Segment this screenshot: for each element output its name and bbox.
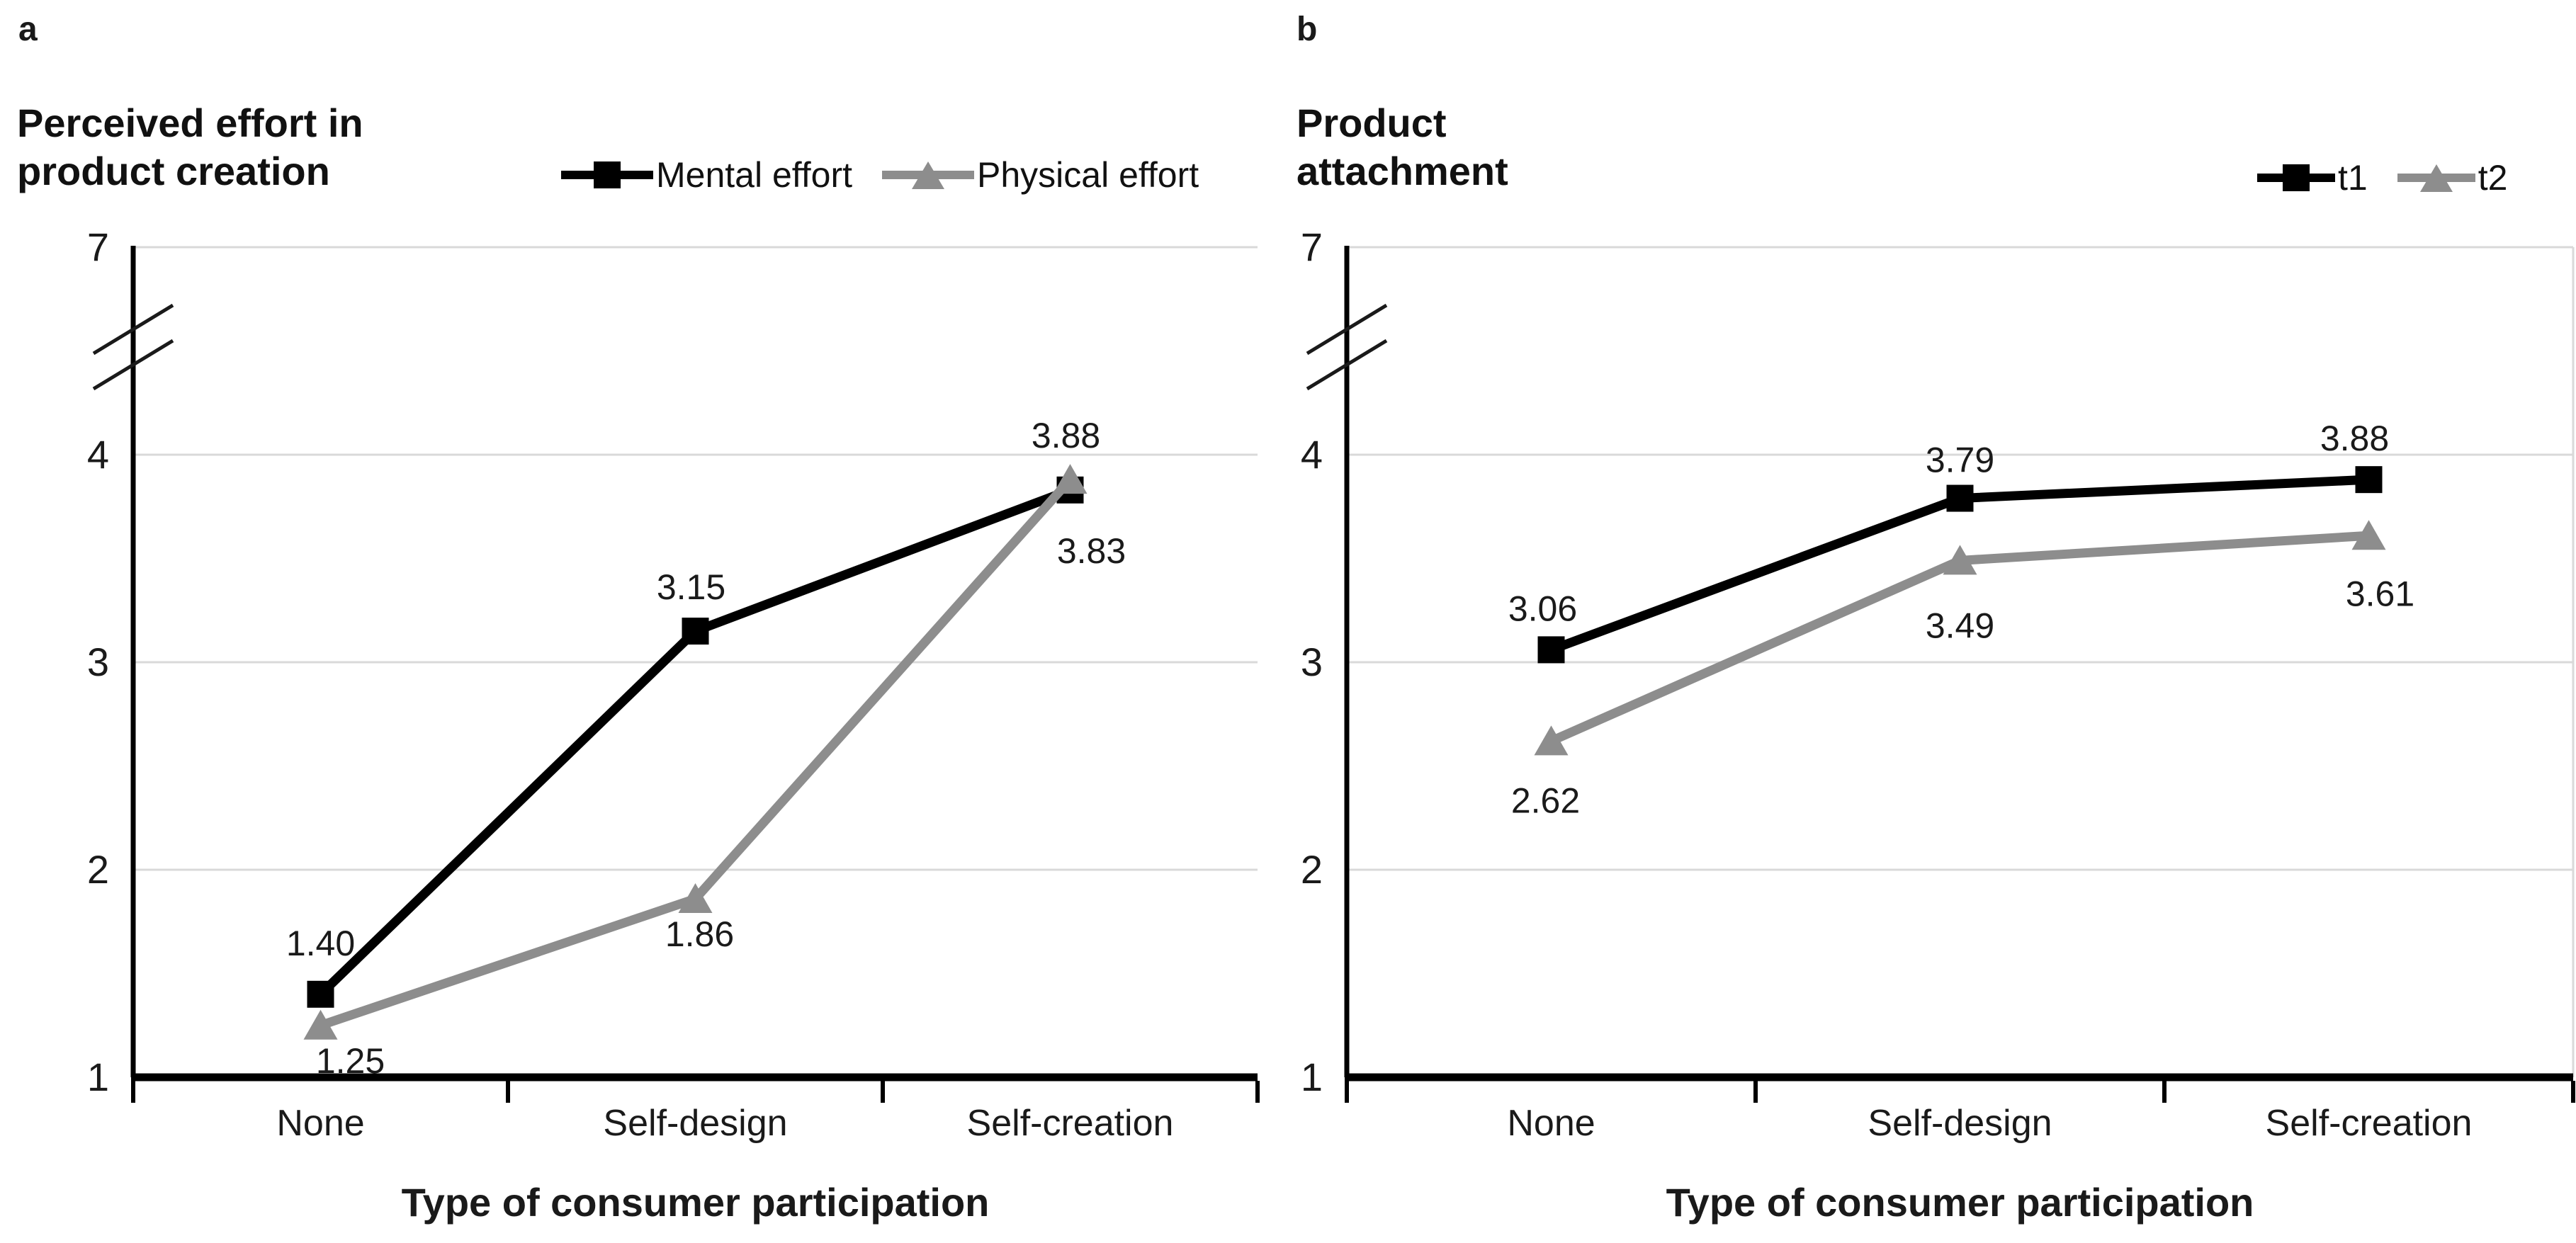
data-point-label: 3.88	[1032, 416, 1100, 455]
axis-break-mark	[1306, 303, 1388, 356]
y-tick-label-7: 7	[1301, 225, 1323, 269]
y-tick-label-4: 4	[1301, 432, 1323, 477]
panel-b-chart: 1 2 3 4 7 None Self-design Self-creation Type of…	[1301, 225, 2575, 1225]
data-point-label: 3.49	[1926, 606, 1994, 645]
data-point-marker-triangle	[1053, 464, 1088, 494]
panel-a-legend: Mental effort Physical effort	[561, 154, 1199, 195]
x-axis-title: Type of consumer participation	[1666, 1180, 2254, 1225]
y-tick-label-4: 4	[87, 432, 109, 477]
panel-a-y-axis-title: Perceived effort in product creation	[17, 99, 363, 195]
panel-b-y-axis-title-line1: Product	[1297, 101, 1447, 145]
data-point-marker-triangle	[2351, 520, 2386, 550]
y-tick-label-3: 3	[1301, 640, 1323, 684]
y-tick-label-7: 7	[87, 225, 109, 269]
y-tick-label-1: 1	[87, 1055, 109, 1099]
x-tick-label-none: None	[1507, 1103, 1595, 1144]
data-point-label: 3.06	[1508, 589, 1577, 628]
data-point-label: 1.86	[665, 914, 734, 954]
axis-break-mark	[92, 339, 174, 391]
series-t1: 3.06 3.79 3.88	[1508, 419, 2389, 664]
data-point-marker-square	[1537, 636, 1565, 664]
panel-a-chart: 1 2 3 4 7 None Self-design Self-creation Type of…	[87, 225, 1260, 1225]
legend-item-t1: t1	[2257, 157, 2368, 198]
data-point-marker-triangle	[1534, 725, 1569, 756]
axis-break-mark	[92, 303, 174, 356]
data-point-label: 3.15	[657, 567, 725, 607]
x-tick-label-self-creation: Self-creation	[967, 1103, 1174, 1144]
x-tick-label-none: None	[276, 1103, 364, 1144]
legend-item-physical-effort: Physical effort	[882, 154, 1199, 195]
physical-effort-legend-marker-icon	[882, 161, 975, 189]
panel-b-y-axis-title-line2: attachment	[1297, 149, 1508, 193]
series-physical-effort: 1.25 1.86 3.88	[303, 416, 1100, 1081]
panel-a-y-axis-title-line2: product creation	[17, 149, 330, 193]
t1-legend-marker-icon	[2257, 164, 2335, 191]
series-mental-effort: 1.40 3.15 3.83	[286, 476, 1126, 1008]
data-point-label: 3.88	[2320, 419, 2389, 458]
data-point-marker-square	[307, 980, 334, 1008]
t2-legend-marker-icon	[2397, 164, 2475, 192]
panel-a-y-axis-title-line1: Perceived effort in	[17, 101, 363, 145]
legend-label-t2: t2	[2478, 158, 2508, 198]
data-point-marker-square	[2355, 466, 2383, 494]
x-tick-label-self-design: Self-design	[603, 1103, 787, 1144]
panel-b-legend: t1 t2	[2257, 157, 2507, 198]
y-tick-label-2: 2	[87, 847, 109, 892]
data-point-marker-triangle	[1943, 545, 1977, 575]
panel-b-letter: b	[1297, 11, 1318, 48]
data-point-marker-square	[682, 618, 709, 645]
mental-effort-legend-marker-icon	[561, 161, 653, 188]
data-point-label: 2.62	[1511, 781, 1580, 820]
x-axis-title: Type of consumer participation	[402, 1180, 990, 1225]
legend-label-t1: t1	[2338, 158, 2368, 198]
x-tick-label-self-creation: Self-creation	[2266, 1103, 2473, 1144]
panel-b-y-axis-title: Product attachment	[1297, 99, 1508, 195]
data-point-label: 1.40	[286, 924, 355, 963]
x-tick-label-self-design: Self-design	[1868, 1103, 2052, 1144]
panel-a-letter: a	[18, 11, 38, 48]
y-tick-label-1: 1	[1301, 1055, 1323, 1099]
data-point-marker-triangle	[678, 883, 713, 914]
legend-item-mental-effort: Mental effort	[561, 154, 852, 195]
data-point-label: 1.25	[316, 1041, 385, 1081]
data-point-label: 3.79	[1926, 441, 1994, 480]
legend-item-t2: t2	[2397, 157, 2508, 198]
data-point-marker-square	[1946, 484, 1974, 512]
y-tick-label-2: 2	[1301, 847, 1323, 892]
legend-label-mental-effort: Mental effort	[656, 155, 853, 195]
series-t2: 2.62 3.49 3.61	[1511, 520, 2414, 820]
data-point-label: 3.61	[2346, 574, 2414, 613]
axis-break-mark	[1306, 339, 1388, 391]
data-point-marker-triangle	[303, 1009, 338, 1040]
data-point-label: 3.83	[1057, 531, 1126, 571]
legend-label-physical-effort: Physical effort	[977, 155, 1199, 195]
y-tick-label-3: 3	[87, 640, 109, 684]
